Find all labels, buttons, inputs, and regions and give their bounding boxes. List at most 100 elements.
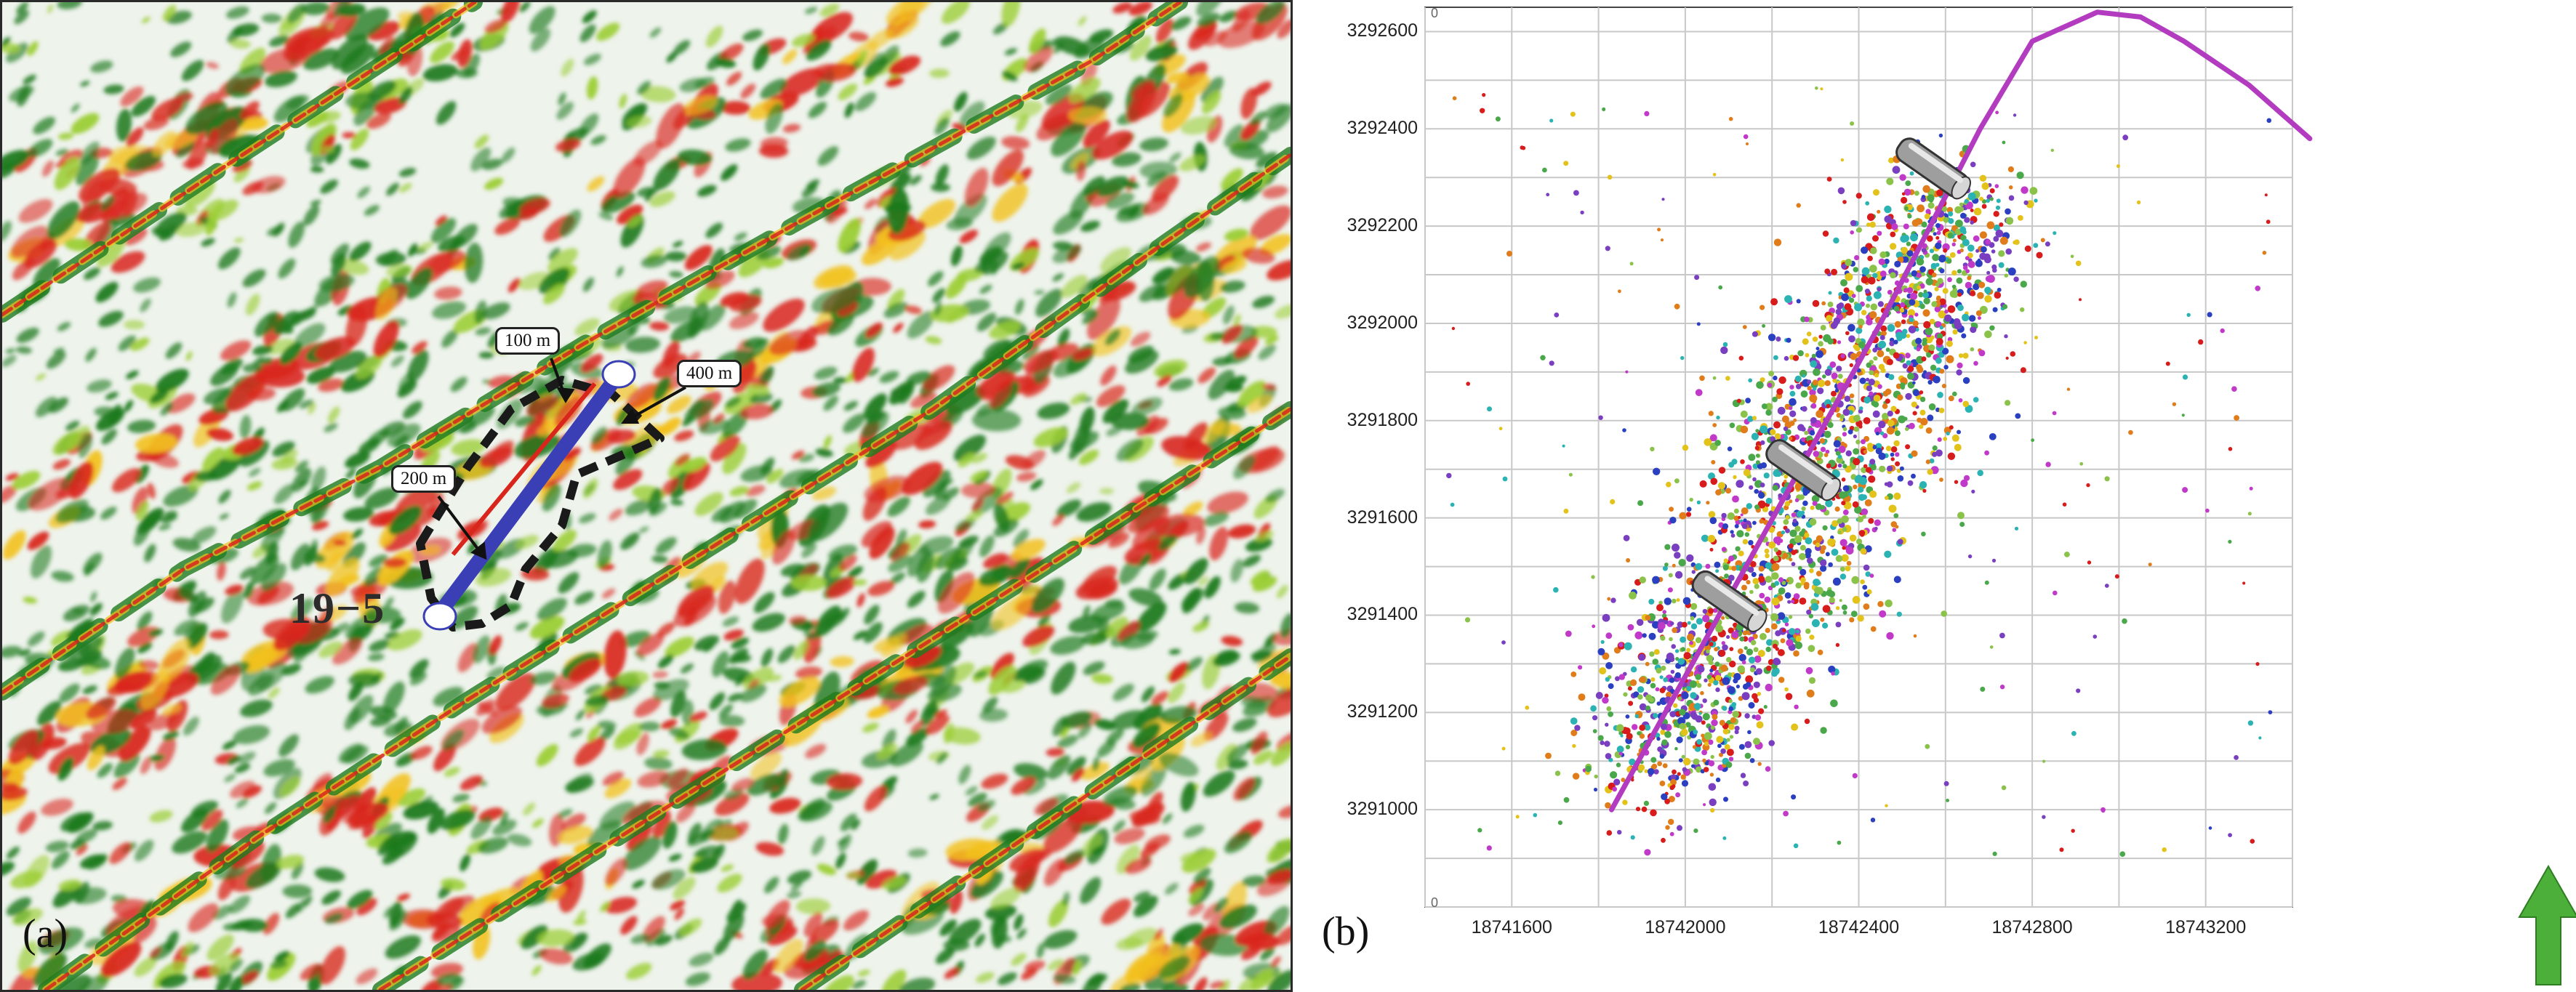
- microseismic-event: [1842, 546, 1846, 550]
- attribute-blob: [688, 399, 705, 417]
- attribute-blob: [232, 437, 264, 456]
- microseismic-event: [2004, 273, 2008, 278]
- attribute-blob: [100, 507, 117, 520]
- microseismic-event: [1718, 650, 1726, 657]
- microseismic-event: [1983, 253, 1991, 261]
- microseismic-event: [1866, 589, 1872, 594]
- attribute-blob: [731, 637, 750, 649]
- attribute-blob: [1270, 742, 1291, 766]
- microseismic-event: [1761, 403, 1768, 410]
- microseismic-event: [1746, 648, 1754, 656]
- microseismic-event: [1662, 763, 1668, 768]
- attribute-blob: [747, 773, 781, 796]
- attribute-blob: [934, 547, 962, 570]
- attribute-blob: [112, 778, 127, 790]
- attribute-blob: [625, 499, 653, 516]
- microseismic-event: [1865, 467, 1872, 473]
- attribute-blob: [158, 523, 172, 531]
- microseismic-event: [1842, 485, 1850, 492]
- attribute-blob: [306, 366, 335, 384]
- microseismic-event: [1859, 532, 1865, 537]
- microseismic-event: [1828, 562, 1833, 568]
- attribute-blob: [109, 842, 132, 864]
- attribute-blob: [152, 131, 177, 158]
- microseismic-event: [1615, 676, 1620, 682]
- attribute-blob: [1022, 344, 1040, 360]
- microseismic-event: [1962, 313, 1970, 322]
- corner-zero-top: 0: [1431, 6, 1439, 20]
- microseismic-event: [1942, 288, 1949, 294]
- microseismic-event: [1726, 657, 1732, 663]
- microseismic-event: [1811, 619, 1820, 627]
- microseismic-event: [1737, 665, 1746, 674]
- microseismic-event: [1729, 661, 1736, 668]
- microseismic-event: [1762, 324, 1766, 328]
- microseismic-event: [1687, 621, 1691, 625]
- microseismic-event: [1854, 255, 1860, 261]
- microseismic-event: [1657, 227, 1661, 232]
- microseismic-event: [1992, 851, 1997, 856]
- attribute-blob: [715, 57, 737, 68]
- microseismic-event: [1781, 415, 1789, 423]
- microseismic-event: [1655, 687, 1660, 692]
- attribute-blob: [958, 452, 975, 468]
- attribute-blob: [58, 879, 82, 891]
- microseismic-event: [1728, 116, 1733, 121]
- attribute-blob: [943, 727, 981, 745]
- microseismic-event: [1637, 500, 1644, 507]
- microseismic-event: [1698, 711, 1702, 715]
- attribute-blob: [886, 2, 925, 26]
- attribute-blob: [243, 581, 254, 599]
- microseismic-event: [1933, 376, 1941, 384]
- microseismic-event: [1936, 333, 1943, 340]
- microseismic-event: [1623, 692, 1628, 697]
- attribute-blob: [460, 775, 483, 791]
- microseismic-event: [1898, 415, 1906, 424]
- attribute-blob: [1061, 275, 1088, 298]
- microseismic-event: [1731, 702, 1737, 707]
- y-tick-label: 3292000: [1347, 312, 1418, 333]
- attribute-blob: [1092, 130, 1133, 160]
- microseismic-event: [1685, 722, 1691, 727]
- attribute-blob: [1110, 974, 1135, 990]
- microseismic-event: [1563, 161, 1569, 166]
- attribute-blob: [1043, 930, 1078, 949]
- microseismic-event: [1805, 548, 1812, 555]
- attribute-blob: [876, 743, 898, 759]
- microseismic-event: [1748, 378, 1753, 383]
- attribute-blob: [281, 449, 298, 464]
- attribute-blob: [470, 147, 491, 172]
- microseismic-event: [1906, 360, 1911, 366]
- microseismic-event: [1753, 697, 1760, 703]
- microseismic-event: [1874, 373, 1879, 378]
- microseismic-event: [1979, 174, 1987, 182]
- microseismic-event: [1996, 198, 2001, 203]
- attribute-blob: [657, 654, 674, 669]
- attribute-blob: [891, 423, 931, 450]
- attribute-blob: [723, 912, 745, 942]
- attribute-blob: [1152, 267, 1175, 284]
- attribute-blob: [598, 211, 614, 221]
- microseismic-event: [1917, 285, 1921, 290]
- microseismic-event: [1897, 539, 1903, 545]
- microseismic-event: [1760, 462, 1768, 469]
- microseismic-event: [1807, 379, 1812, 384]
- attribute-blob: [304, 552, 326, 563]
- attribute-blob: [1139, 137, 1168, 152]
- microseismic-event: [1879, 431, 1885, 436]
- microseismic-event: [1861, 467, 1867, 473]
- microseismic-event: [1656, 736, 1661, 741]
- microseismic-event: [1869, 391, 1874, 396]
- microseismic-event: [1673, 703, 1678, 708]
- microseismic-event: [1782, 628, 1786, 633]
- attribute-blob: [1158, 534, 1177, 551]
- attribute-blob: [1264, 906, 1290, 937]
- attribute-blob: [75, 882, 89, 903]
- attribute-blob: [979, 535, 995, 557]
- microseismic-event: [1840, 353, 1845, 359]
- microseismic-event: [1805, 666, 1813, 674]
- microseismic-event: [1710, 807, 1715, 813]
- attribute-blob: [1114, 828, 1145, 844]
- attribute-blob: [636, 733, 649, 756]
- microseismic-event: [1659, 754, 1665, 759]
